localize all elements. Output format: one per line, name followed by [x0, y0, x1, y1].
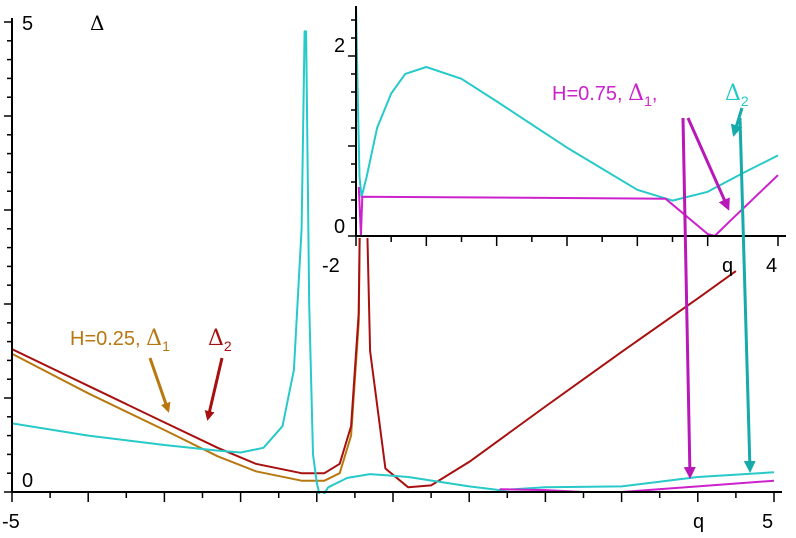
main-x-tick-label-left: -5 [2, 511, 20, 533]
main-y-tick-label-top: 5 [22, 13, 33, 35]
main-y-tick-label-bottom: 0 [22, 470, 33, 492]
arrow-h025-delta2 [204, 357, 224, 421]
inset-background [326, 4, 794, 238]
annotation-delta2-subscript: 2 [224, 338, 232, 354]
annotation-delta2-symbol: Δ [208, 326, 224, 351]
annotation-h075-delta2-symbol: Δ [725, 81, 741, 106]
inset-axes [348, 6, 786, 246]
inset-x-axis-label: q [722, 255, 733, 277]
annotation-h025-text: H=0.25, [70, 328, 146, 350]
main-x-tick-label-right: 5 [762, 511, 773, 533]
inset-x-tick-label-right: 4 [766, 255, 777, 277]
main-y-axis-label: Δ [90, 11, 104, 35]
annotation-h075-delta-symbol: Δ [628, 81, 644, 106]
arrow-h025-delta1 [148, 357, 171, 413]
main-series-line-3 [499, 479, 775, 493]
annotation-h025-delta-subscript: 1 [162, 338, 170, 354]
arrow-h075-delta1-main [681, 117, 696, 479]
arrow-h075-delta2-main [738, 117, 756, 473]
inset-plot: 2 0 -2 4 q [322, 4, 794, 277]
inset-x-tick-label-left: -2 [322, 255, 340, 277]
arrow-h075-delta1-inset [686, 117, 730, 211]
annotation-h075-text: H=0.75, [552, 83, 628, 105]
annotation-h075-label: H=0.75, Δ1, [552, 81, 657, 109]
annotation-h075-delta2-subscript: 2 [741, 93, 749, 109]
main-axes [4, 18, 782, 502]
annotation-h075-separator: , [652, 83, 658, 105]
annotation-h025-label: H=0.25, Δ1 [70, 326, 170, 354]
arrow-h075-delta2-inset [730, 107, 744, 137]
main-plot: 5 0 -5 5 q Δ [2, 11, 782, 533]
annotation-delta2-label: Δ2 [208, 326, 232, 354]
main-x-axis-label: q [693, 511, 704, 533]
inset-y-tick-label-bottom: 0 [334, 216, 345, 238]
annotation-h025-delta-symbol: Δ [146, 326, 162, 351]
annotation-h075-delta-subscript: 1 [644, 93, 652, 109]
annotation-h075-delta2-label: Δ2 [725, 81, 749, 109]
inset-y-tick-label-top: 2 [334, 35, 345, 57]
inset-series-line-1 [357, 174, 779, 237]
